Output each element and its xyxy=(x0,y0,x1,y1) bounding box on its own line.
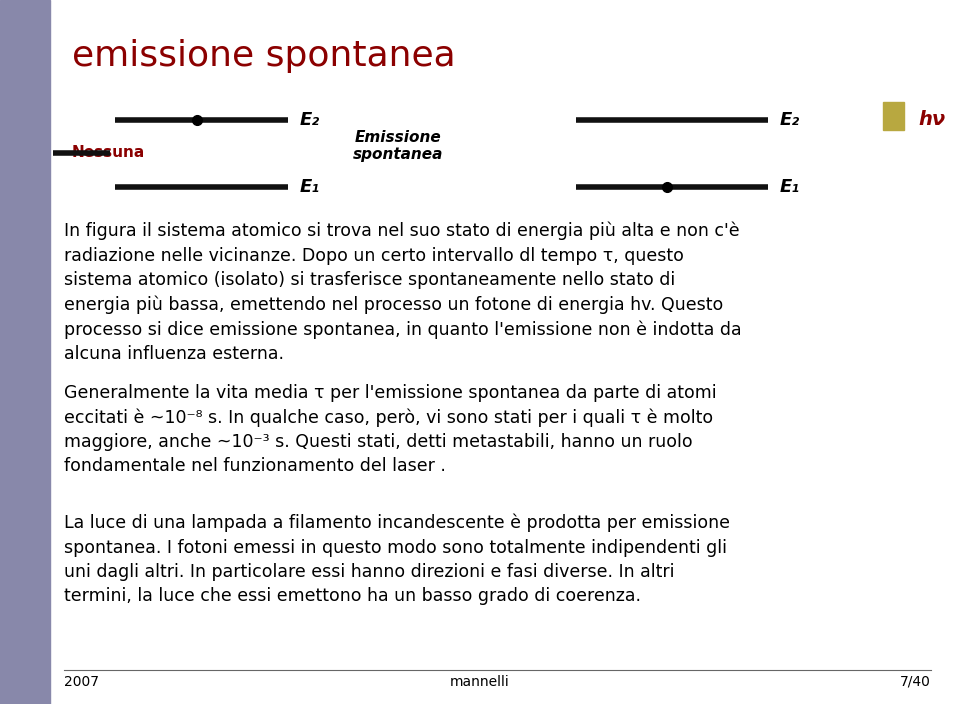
Text: In figura il sistema atomico si trova nel suo stato di energia più alta e non c': In figura il sistema atomico si trova ne… xyxy=(64,222,742,363)
Text: Emissione
spontanea: Emissione spontanea xyxy=(353,130,444,162)
Text: E₂: E₂ xyxy=(780,111,800,129)
Bar xyxy=(0,0,50,704)
Text: mannelli: mannelli xyxy=(450,674,510,689)
Text: 7/40: 7/40 xyxy=(900,674,931,689)
Text: E₁: E₁ xyxy=(780,177,800,196)
Text: hν: hν xyxy=(919,111,946,129)
Text: E₁: E₁ xyxy=(300,177,320,196)
Bar xyxy=(883,102,904,130)
Text: 2007: 2007 xyxy=(64,674,99,689)
Text: E₂: E₂ xyxy=(300,111,320,129)
Text: Generalmente la vita media τ per l'emissione spontanea da parte di atomi
eccitat: Generalmente la vita media τ per l'emiss… xyxy=(64,384,717,475)
Text: emissione spontanea: emissione spontanea xyxy=(72,39,456,73)
Text: La luce di una lampada a filamento incandescente è prodotta per emissione
sponta: La luce di una lampada a filamento incan… xyxy=(64,514,731,605)
Text: Nessuna: Nessuna xyxy=(72,145,145,161)
